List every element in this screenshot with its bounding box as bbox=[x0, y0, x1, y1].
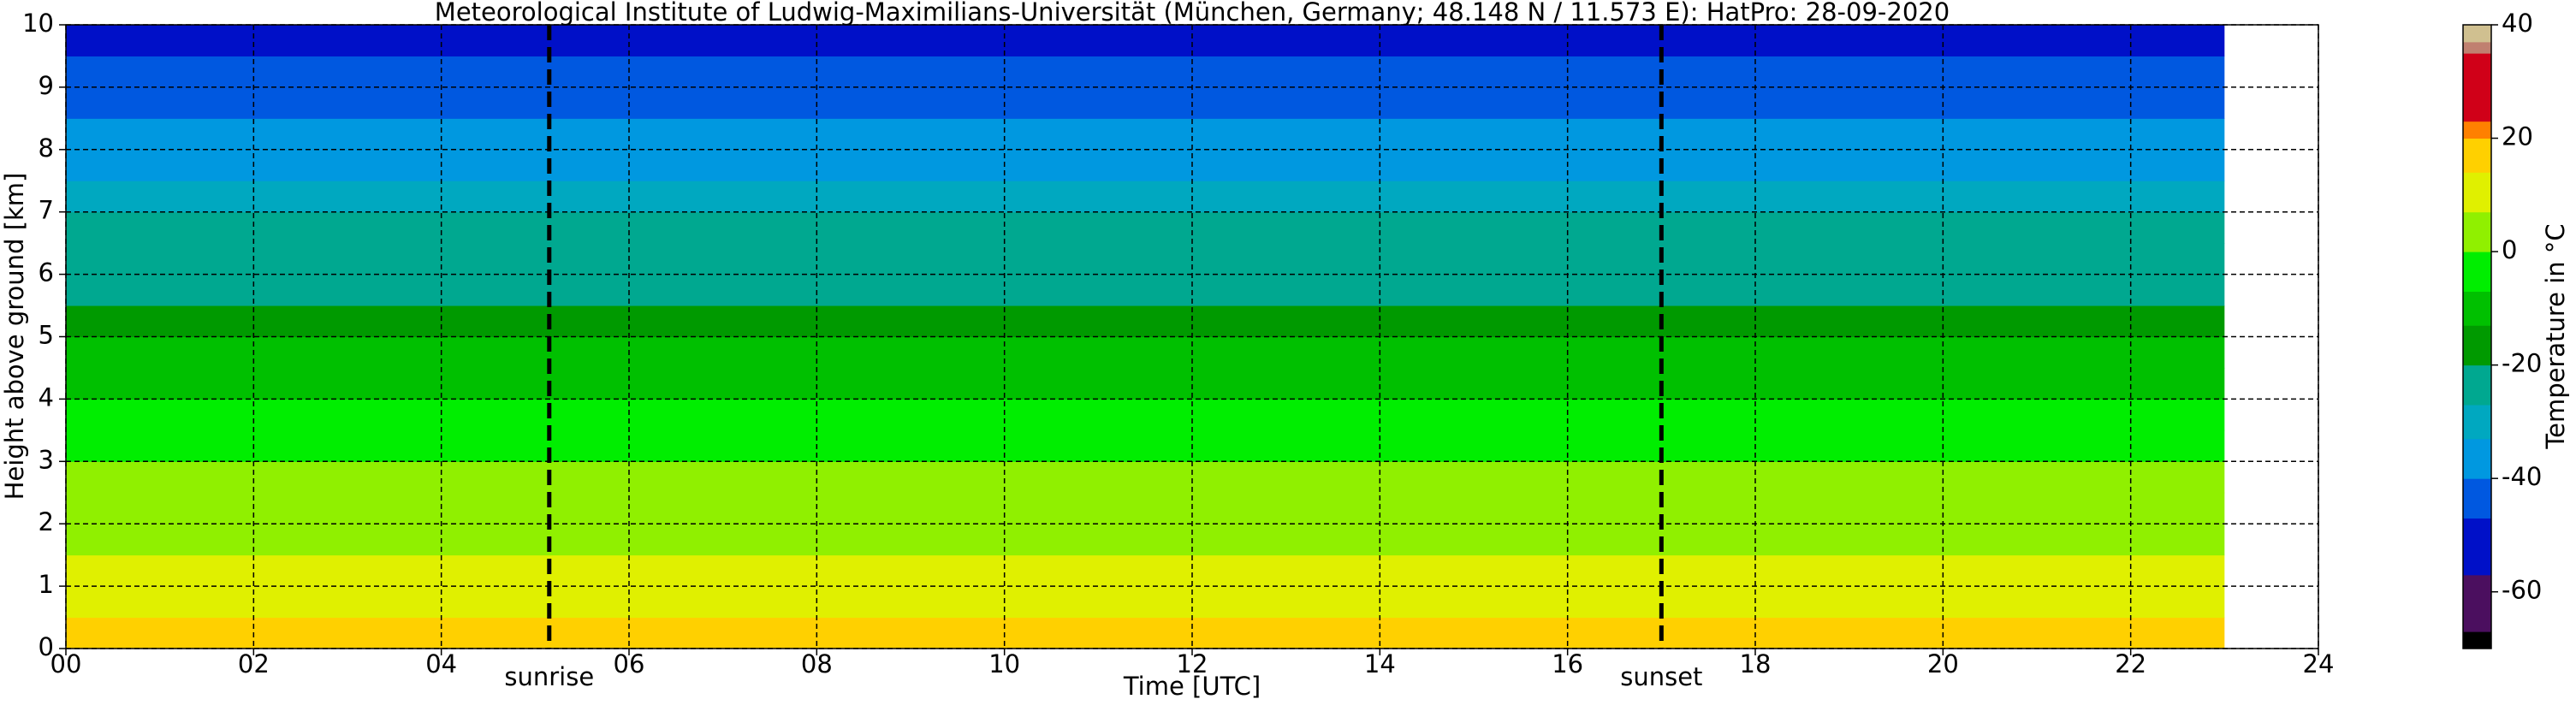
y-tick-label: 5 bbox=[39, 321, 54, 350]
heatmap-cell bbox=[66, 305, 2225, 337]
heatmap-cell bbox=[66, 25, 2225, 56]
heatmap-cell bbox=[66, 211, 2225, 244]
x-tick-label: 16 bbox=[1552, 649, 1583, 678]
heatmap-cell bbox=[66, 149, 2225, 181]
colorbar-segment bbox=[2463, 438, 2491, 479]
colorbar-segment bbox=[2463, 252, 2491, 292]
x-axis-label: Time [UTC] bbox=[1123, 672, 1261, 701]
colorbar-segment bbox=[2463, 325, 2491, 366]
colorbar-tick-label: -20 bbox=[2502, 349, 2542, 378]
heatmap-cell bbox=[66, 181, 2225, 213]
heatmap-cell bbox=[66, 617, 2225, 649]
y-tick-label: 1 bbox=[39, 570, 54, 599]
y-tick-label: 8 bbox=[39, 133, 54, 163]
colorbar-segment bbox=[2463, 631, 2491, 649]
y-tick-label: 10 bbox=[22, 9, 54, 38]
x-tick-label: 22 bbox=[2115, 649, 2146, 678]
x-tick-label: 04 bbox=[425, 649, 457, 678]
colorbar-segment bbox=[2463, 211, 2491, 252]
plot-frame bbox=[65, 24, 2319, 649]
colorbar-frame bbox=[2462, 24, 2492, 649]
x-tick-label: 10 bbox=[988, 649, 1020, 678]
heatmap-cell bbox=[66, 586, 2225, 619]
x-tick-label: 00 bbox=[50, 649, 82, 678]
colorbar-segment bbox=[2463, 172, 2491, 213]
heatmap-cell bbox=[66, 492, 2225, 524]
heatmap-cell bbox=[66, 430, 2225, 462]
heatmap-cell bbox=[66, 336, 2225, 369]
y-tick-label: 9 bbox=[39, 71, 54, 100]
heatmap-cell bbox=[66, 399, 2225, 431]
colorbar-segment bbox=[2463, 138, 2491, 173]
colorbar-segment bbox=[2463, 53, 2491, 122]
x-tick-label: 02 bbox=[238, 649, 270, 678]
heatmap-cell bbox=[66, 367, 2225, 400]
x-tick-label: 12 bbox=[1177, 649, 1208, 678]
heatmap-cell bbox=[66, 243, 2225, 275]
colorbar-tick-label: 0 bbox=[2502, 235, 2517, 264]
x-tick-label: 20 bbox=[1927, 649, 1959, 678]
annotation-label: sunrise bbox=[504, 662, 594, 691]
colorbar-segment bbox=[2463, 291, 2491, 326]
colorbar-segment bbox=[2463, 518, 2491, 576]
colorbar-segment bbox=[2463, 478, 2491, 519]
colorbar-segment bbox=[2463, 25, 2491, 43]
x-tick-label: 18 bbox=[1740, 649, 1772, 678]
colorbar-segment bbox=[2463, 364, 2491, 406]
colorbar-label: Temperature in °C bbox=[2541, 223, 2570, 449]
colorbar-tick-label: -40 bbox=[2502, 462, 2542, 491]
y-tick-label: 7 bbox=[39, 196, 54, 225]
heatmap-cell bbox=[66, 554, 2225, 587]
y-tick-label: 0 bbox=[39, 632, 54, 661]
y-tick-label: 3 bbox=[39, 445, 54, 474]
colorbar-segment bbox=[2463, 405, 2491, 440]
heatmap-cell bbox=[66, 86, 2225, 119]
annotation-label: sunset bbox=[1620, 662, 1702, 691]
colorbar-tick-label: 20 bbox=[2502, 122, 2533, 151]
y-axis-label: Height above ground [km] bbox=[0, 173, 29, 501]
colorbar-segment bbox=[2463, 121, 2491, 139]
colorbar-segment bbox=[2463, 574, 2491, 632]
x-tick-label: 08 bbox=[801, 649, 833, 678]
colorbar-tick-label: 40 bbox=[2502, 9, 2533, 38]
x-tick-label: 14 bbox=[1364, 649, 1396, 678]
heatmap-cell bbox=[66, 118, 2225, 151]
y-tick-label: 6 bbox=[39, 258, 54, 287]
heatmap-cell bbox=[66, 274, 2225, 306]
x-tick-label: 24 bbox=[2303, 649, 2335, 678]
y-tick-label: 2 bbox=[39, 507, 54, 536]
heatmap-cell bbox=[66, 461, 2225, 494]
colorbar-segment bbox=[2463, 41, 2491, 54]
colorbar-tick-label: -60 bbox=[2502, 576, 2542, 605]
y-tick-label: 4 bbox=[39, 382, 54, 412]
heatmap-cell bbox=[66, 56, 2225, 88]
x-tick-label: 06 bbox=[614, 649, 645, 678]
heatmap-cell bbox=[66, 524, 2225, 556]
chart-title: Meteorological Institute of Ludwig-Maxim… bbox=[435, 0, 1950, 27]
